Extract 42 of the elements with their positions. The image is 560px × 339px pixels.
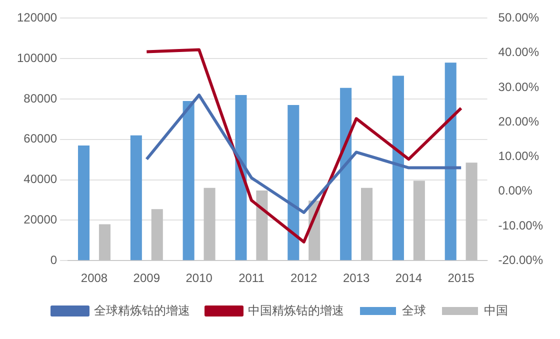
y-tick-label: 0 <box>50 252 58 267</box>
bar <box>466 162 478 260</box>
bar <box>392 76 404 260</box>
legend-label: 全球精炼钴的增速 <box>94 303 190 318</box>
x-tick-label: 2013 <box>342 271 370 286</box>
y2-tick-label: 0.00% <box>498 184 533 198</box>
bar <box>235 94 247 260</box>
bar <box>78 145 90 260</box>
legend-label: 中国精炼钴的增速 <box>248 303 344 318</box>
bar <box>361 188 373 260</box>
bar <box>444 62 456 260</box>
y-tick-label: 60000 <box>24 132 58 146</box>
bar <box>413 180 425 260</box>
bar <box>256 190 268 260</box>
x-tick-label: 2011 <box>238 271 265 286</box>
y2-tick-label: 30.00% <box>498 80 540 94</box>
x-tick-label: 2014 <box>395 271 422 286</box>
bar <box>182 101 194 260</box>
bar <box>288 105 300 260</box>
y-tick-label: 80000 <box>24 91 58 106</box>
y-tick-label: 40000 <box>24 172 58 186</box>
legend-label: 中国 <box>484 303 508 318</box>
y-tick-label: 20000 <box>24 212 58 227</box>
y2-tick-label: -10.00% <box>498 218 544 232</box>
y2-tick-label: 10.00% <box>498 149 540 164</box>
bar <box>130 135 142 260</box>
bar <box>204 188 216 260</box>
x-tick-label: 2009 <box>133 271 160 286</box>
y-tick-label: 120000 <box>16 10 58 25</box>
bar <box>98 224 110 260</box>
x-tick-label: 2012 <box>290 271 318 286</box>
y2-tick-label: 20.00% <box>498 114 540 128</box>
y-tick-label: 100000 <box>16 50 58 65</box>
y2-tick-label: -20.00% <box>498 252 544 267</box>
legend-label: 全球 <box>402 303 426 318</box>
x-tick-label: 2008 <box>80 271 108 286</box>
y2-tick-label: 40.00% <box>498 45 540 60</box>
x-tick-label: 2015 <box>448 271 475 286</box>
bar <box>151 209 163 260</box>
y2-tick-label: 50.00% <box>498 10 540 25</box>
bar <box>340 88 352 260</box>
x-tick-label: 2010 <box>186 271 213 286</box>
